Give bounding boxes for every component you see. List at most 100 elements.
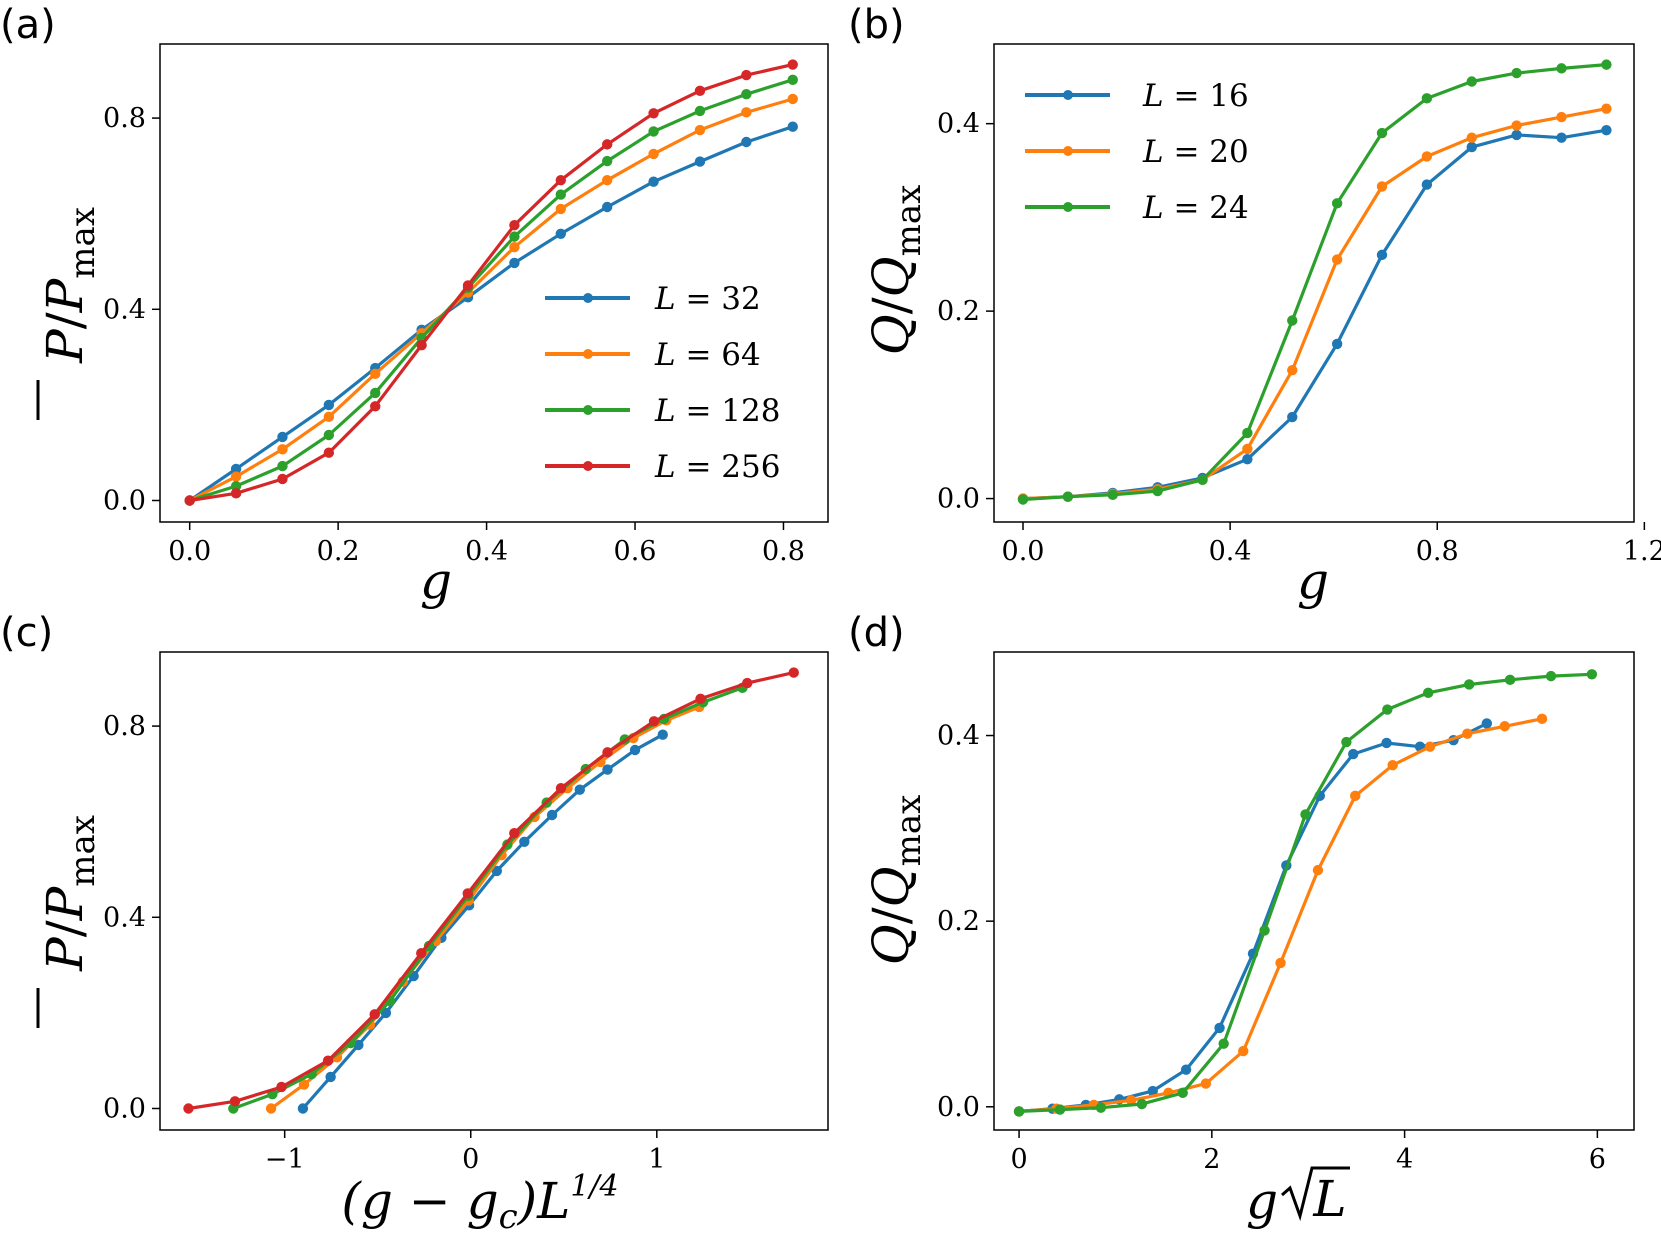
y-tick-label-d-1: 0.2 [937,906,980,937]
data-point-d-1-12 [1462,728,1473,739]
y-tick-label-c-1: 0.4 [103,902,146,933]
data-point-a-2-4 [370,387,381,399]
data-point-a-3-12 [741,69,752,81]
x-tick-label-a-0: 0.0 [168,536,211,567]
data-point-a-2-1 [230,480,242,492]
data-point-c-3-1 [229,1096,241,1107]
data-point-b-2-2 [1107,489,1118,501]
y-tick-label-d-0: 0.0 [937,1092,980,1123]
data-point-b-2-1 [1062,491,1074,502]
data-point-a-3-2 [277,473,288,485]
svg-text:P/Pmax: P/Pmax [36,207,103,364]
series-line-c-2 [231,686,745,1111]
series-line-c-3 [186,670,796,1111]
x-tick-label-c-0: −1 [265,1144,305,1175]
data-point-c-0-7 [491,865,502,877]
data-point-a-1-3 [323,411,335,423]
data-point-d-2-1 [1054,1104,1066,1115]
data-point-d-0-4 [1147,1085,1158,1097]
data-point-a-3-1 [230,488,242,499]
data-point-a-1-9 [601,175,613,186]
y-tick-label-a-0: 0.0 [103,485,146,516]
x-tick-label-c-2: 1 [648,1144,665,1175]
data-point-b-1-10 [1466,132,1477,143]
data-point-d-2-6 [1259,925,1270,936]
series-line-a-3 [188,62,795,503]
plot-content-a: 0.0 0.2 0.4 0.6 0.8 0.0 0.4 0.8 [103,59,805,567]
y-tick-label-c-2: 0.8 [103,711,146,742]
data-point-a-0-8 [555,228,566,239]
data-point-a-0-11 [694,156,706,167]
series-line-c-1 [269,705,701,1111]
panel-label-d: (d) [848,610,905,656]
x-axis-label-d: g L [1246,1166,1350,1230]
data-point-d-0-6 [1214,1022,1225,1034]
x-tick-label-d-3: 6 [1589,1144,1606,1175]
data-point-d-1-5 [1200,1078,1212,1089]
data-point-b-2-0 [1017,494,1029,505]
plot-content-d: 0 2 4 6 0.0 0.2 0.4 [937,669,1606,1175]
legend-b: L = 16 L = 20 L = 24 [1025,78,1249,226]
data-point-c-3-5 [416,947,427,959]
data-point-b-2-13 [1601,59,1612,70]
data-point-c-3-13 [788,667,799,678]
series-line-d-0 [1017,721,1489,1114]
data-point-a-1-2 [277,444,288,455]
series-line-d-2 [1017,672,1594,1114]
data-point-a-0-3 [323,399,335,411]
data-point-b-0-12 [1556,132,1567,143]
data-point-b-2-6 [1287,315,1298,326]
data-point-c-3-11 [695,693,706,705]
data-point-a-0-7 [509,257,520,269]
data-point-d-2-0 [1013,1106,1025,1117]
panel-label-a: (a) [0,2,56,48]
svg-text:Q/Qmax: Q/Qmax [862,795,929,966]
data-point-d-0-10 [1348,748,1359,760]
data-point-a-2-9 [601,155,613,167]
data-point-c-0-9 [546,809,558,821]
data-point-a-3-4 [370,401,381,412]
data-point-a-2-10 [648,126,659,137]
series-line-b-1 [1021,107,1609,501]
panel-b: (b) 0.0 0.4 0.8 1.2 0.0 0.2 0.4 Q/Qmax g L = 1… [848,2,1661,610]
data-point-c-3-6 [462,888,473,899]
data-point-c-0-11 [602,764,613,775]
data-point-d-2-14 [1586,669,1598,680]
data-point-d-2-9 [1382,704,1393,715]
y-axis-label-a: P/Pmax [36,207,103,420]
data-point-a-1-12 [741,107,752,118]
data-point-d-0-11 [1381,737,1392,749]
data-point-b-1-7 [1331,254,1343,265]
data-point-c-1-0 [265,1103,277,1114]
y-tick-label-d-2: 0.4 [937,721,980,752]
data-point-b-0-11 [1511,129,1522,141]
data-point-c-3-7 [509,827,520,839]
data-point-a-2-7 [509,231,520,242]
data-point-c-3-8 [555,783,567,794]
data-point-c-0-10 [574,784,585,795]
plot-frame-b [993,43,1635,523]
svg-text:L = 32: L = 32 [654,281,761,317]
x-tick-label-a-2: 0.4 [465,536,508,567]
data-point-d-1-8 [1312,864,1324,876]
data-point-a-0-1 [230,463,242,475]
data-point-a-0-12 [741,136,752,148]
data-point-b-0-5 [1242,454,1253,465]
data-point-a-2-12 [741,88,752,100]
data-point-c-0-1 [325,1071,336,1083]
x-tick-label-a-4: 0.8 [762,536,805,567]
data-point-a-1-11 [694,124,706,136]
data-point-c-3-2 [276,1081,287,1093]
data-point-b-1-8 [1376,181,1388,192]
data-point-a-1-8 [555,203,566,215]
data-point-a-3-0 [184,495,195,506]
data-point-c-0-0 [297,1103,309,1114]
data-point-b-2-4 [1197,474,1208,486]
data-point-b-1-12 [1556,111,1567,123]
x-tick-label-b-2: 0.8 [1416,536,1459,567]
y-tick-label-b-1: 0.2 [937,296,980,327]
data-point-b-0-6 [1287,411,1298,423]
data-point-a-2-8 [555,189,566,200]
x-tick-label-c-1: 0 [462,1144,479,1175]
data-point-a-0-2 [277,431,288,443]
